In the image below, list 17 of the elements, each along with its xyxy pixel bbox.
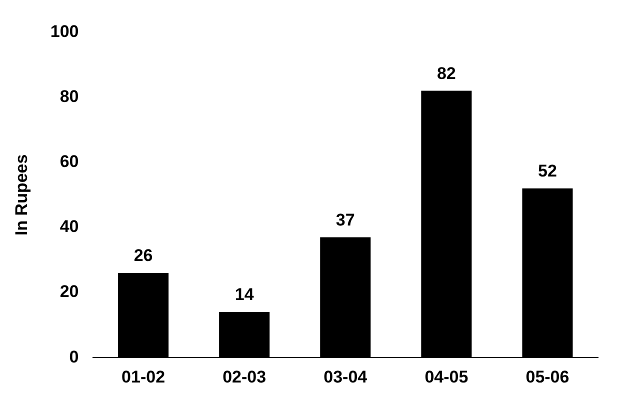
- y-tick-label: 0: [69, 347, 79, 366]
- data-label: 82: [436, 64, 456, 83]
- x-tick-label: 02-03: [222, 367, 266, 386]
- y-tick-label: 40: [60, 217, 79, 236]
- y-tick-label: 80: [60, 86, 79, 106]
- y-axis-title: In Rupees: [12, 154, 31, 236]
- y-tick-label: 60: [60, 152, 79, 172]
- data-label: 52: [538, 162, 557, 181]
- data-label: 37: [336, 210, 355, 230]
- y-tick-label: 20: [60, 282, 79, 302]
- data-label: 26: [134, 246, 153, 266]
- x-tick-label: 01-02: [122, 367, 166, 386]
- x-tick-label: 05-06: [526, 367, 570, 386]
- x-tick-label: 03-04: [324, 367, 368, 386]
- x-tick-label: 04-05: [424, 367, 468, 386]
- data-label: 14: [234, 285, 254, 304]
- y-tick-label: 100: [50, 22, 79, 41]
